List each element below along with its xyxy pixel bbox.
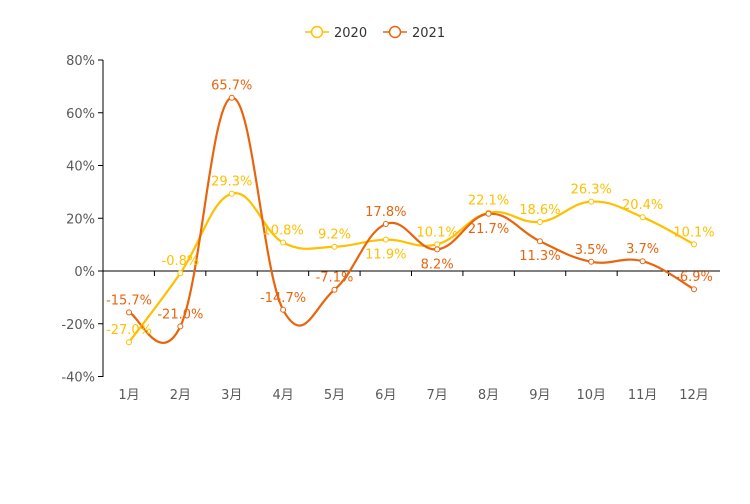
data-label-2021: 3.7% xyxy=(626,242,659,257)
x-tick-label: 9月 xyxy=(529,388,550,403)
data-point-2020 xyxy=(382,236,389,243)
y-tick-label: 40% xyxy=(66,160,95,175)
data-label-2021: 17.8% xyxy=(365,205,406,220)
data-label-2020: 18.6% xyxy=(519,203,560,218)
data-point-2020 xyxy=(588,198,595,205)
legend-marker-2020 xyxy=(310,25,324,39)
data-label-2020: 10.8% xyxy=(262,224,303,239)
data-label-2020: 29.3% xyxy=(211,175,252,190)
data-point-2020 xyxy=(691,241,697,248)
data-label-2020: 26.3% xyxy=(571,183,612,198)
data-point-2020 xyxy=(639,214,646,221)
data-label-2020: 9.2% xyxy=(318,228,351,243)
data-label-2021: -21.0% xyxy=(157,307,203,322)
data-point-2020 xyxy=(331,243,338,250)
data-point-2021 xyxy=(434,246,441,253)
legend-marker-2021 xyxy=(388,25,402,39)
data-point-2021 xyxy=(280,306,287,313)
data-label-2021: 65.7% xyxy=(211,79,252,94)
data-point-2020 xyxy=(177,270,184,277)
data-point-2020 xyxy=(536,218,543,225)
data-label-2021: -15.7% xyxy=(106,293,152,308)
data-point-2021 xyxy=(177,323,184,330)
data-point-2021 xyxy=(382,221,389,228)
data-label-2020: 20.4% xyxy=(622,198,663,213)
data-label-2021: 3.5% xyxy=(575,243,608,258)
data-point-2021 xyxy=(588,258,595,265)
x-tick-label: 3月 xyxy=(221,388,242,403)
series-line-2020 xyxy=(128,192,695,343)
x-tick-label: 12月 xyxy=(679,388,709,403)
data-point-2020 xyxy=(126,339,132,346)
data-point-2021 xyxy=(536,238,543,245)
x-tick-label: 6月 xyxy=(375,388,396,403)
data-label-2020: -0.8% xyxy=(162,254,200,269)
data-point-2021 xyxy=(331,286,338,293)
data-label-2021: -7.1% xyxy=(316,271,354,286)
data-label-2020: 22.1% xyxy=(468,194,509,209)
data-point-2021 xyxy=(639,258,646,265)
x-tick-label: 7月 xyxy=(427,388,448,403)
x-tick-label: 10月 xyxy=(576,388,606,403)
series-line-2021 xyxy=(128,96,695,344)
data-point-2020 xyxy=(280,239,287,246)
data-point-2021 xyxy=(485,210,492,217)
data-label-2020: 11.9% xyxy=(365,248,406,263)
y-tick-label: 0% xyxy=(74,265,95,280)
x-tick-label: 8月 xyxy=(478,388,499,403)
legend-label-2020: 2020 xyxy=(334,26,367,41)
data-label-2021: -14.7% xyxy=(260,291,306,306)
y-tick-label: -20% xyxy=(61,318,95,333)
data-point-2021 xyxy=(691,286,697,293)
y-tick-label: 60% xyxy=(66,107,95,122)
data-label-2020: -27.0% xyxy=(106,323,152,338)
data-label-2021: 21.7% xyxy=(468,222,509,237)
data-label-2021: -6.9% xyxy=(675,270,713,285)
data-point-2020 xyxy=(434,241,441,248)
data-label-2021: 11.3% xyxy=(519,249,560,264)
legend-label-2021: 2021 xyxy=(412,26,445,41)
y-tick-label: 20% xyxy=(66,212,95,227)
data-point-2021 xyxy=(126,309,132,316)
x-tick-label: 4月 xyxy=(272,388,293,403)
data-point-2020 xyxy=(228,190,235,197)
data-label-2020: 10.1% xyxy=(673,225,714,240)
x-tick-label: 5月 xyxy=(324,388,345,403)
y-tick-label: 80% xyxy=(66,54,95,69)
data-label-2020: 10.1% xyxy=(417,225,458,240)
x-tick-label: 2月 xyxy=(170,388,191,403)
data-point-2021 xyxy=(228,94,235,101)
x-tick-label: 11月 xyxy=(628,388,658,403)
x-tick-label: 1月 xyxy=(118,388,139,403)
data-label-2021: 8.2% xyxy=(421,257,454,272)
y-tick-label: -40% xyxy=(61,371,95,386)
